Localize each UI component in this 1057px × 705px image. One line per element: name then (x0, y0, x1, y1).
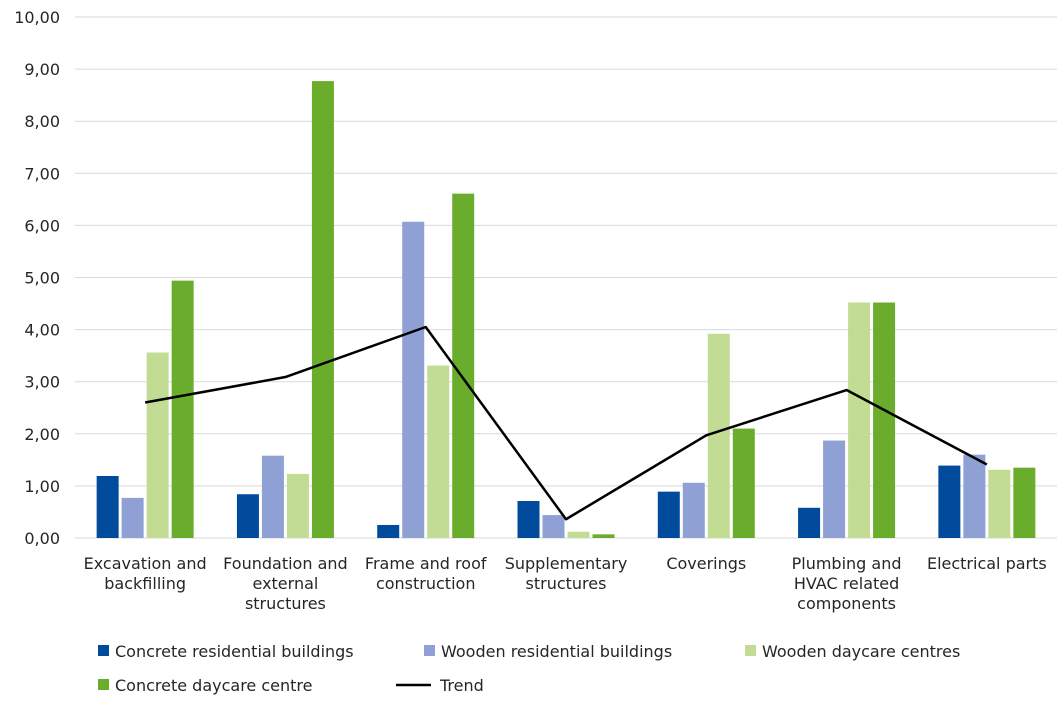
y-tick-label: 8,00 (24, 112, 60, 131)
bar (938, 465, 961, 538)
y-tick-label: 4,00 (24, 321, 60, 340)
y-tick-label: 9,00 (24, 60, 60, 79)
legend-label: Wooden daycare centres (762, 642, 960, 661)
bar (236, 494, 259, 538)
bar (707, 333, 730, 538)
legend-label: Concrete residential buildings (115, 642, 354, 661)
bar (402, 221, 425, 539)
trend-line-group (144, 325, 988, 521)
bar (592, 534, 615, 538)
legend-swatch (98, 679, 109, 690)
bar (732, 428, 755, 538)
legend-item: Trend (396, 676, 484, 695)
bar (121, 497, 144, 538)
x-category-label: Electrical parts (927, 554, 1047, 573)
bar (96, 476, 119, 538)
legend-label: Concrete daycare centre (115, 676, 312, 695)
bar (311, 81, 334, 538)
bars (96, 81, 1036, 539)
x-category-label: Plumbing and HVAC related components (792, 554, 902, 613)
trend-line (144, 325, 988, 521)
bar (823, 440, 846, 538)
bar (682, 482, 705, 538)
legend-item: Wooden daycare centres (745, 642, 960, 661)
y-tick-label: 3,00 (24, 373, 60, 392)
y-tick-label: 0,00 (24, 529, 60, 548)
bar (567, 531, 590, 538)
bar (988, 469, 1011, 538)
y-tick-label: 7,00 (24, 164, 60, 183)
x-category-label: Excavation and backfilling (84, 554, 207, 593)
legend-swatch (745, 645, 756, 656)
x-category-label: Frame and roof construction (365, 554, 487, 593)
bar (848, 302, 871, 538)
y-tick-label: 10,00 (14, 8, 60, 27)
bar (798, 507, 821, 538)
y-tick-label: 2,00 (24, 425, 60, 444)
y-tick-label: 6,00 (24, 216, 60, 235)
bar (873, 302, 896, 538)
y-axis-tick-labels: 0,00 1,00 2,00 3,00 4,00 5,00 6,00 7,00 8,00 9,00… (14, 8, 60, 548)
x-category-label: Foundation and external structures (223, 554, 348, 613)
bar (377, 524, 400, 538)
bar (657, 491, 680, 538)
bar (286, 473, 309, 538)
legend-item: Concrete daycare centre (98, 676, 312, 695)
legend-item: Concrete residential buildings (98, 642, 354, 661)
bar (452, 193, 475, 538)
y-tick-label: 5,00 (24, 269, 60, 288)
bar (171, 280, 194, 538)
gridlines (75, 16, 1057, 539)
x-category-label: Supplementary structures (505, 554, 628, 593)
bar (1013, 467, 1036, 538)
legend-swatch (424, 645, 435, 656)
bar (261, 455, 284, 538)
bar (542, 515, 565, 538)
bar (146, 352, 169, 538)
legend-item: Wooden residential buildings (424, 642, 672, 661)
legend-label: Wooden residential buildings (441, 642, 672, 661)
bar (963, 454, 986, 538)
legend-swatch (98, 645, 109, 656)
bar (517, 501, 540, 538)
x-category-label: Coverings (666, 554, 746, 573)
y-tick-label: 1,00 (24, 477, 60, 496)
legend: Concrete residential buildings Wooden res… (98, 642, 960, 695)
bar (427, 365, 450, 538)
legend-label: Trend (439, 676, 484, 695)
x-axis-category-labels: Excavation and backfilling Foundation and e… (84, 554, 1047, 613)
